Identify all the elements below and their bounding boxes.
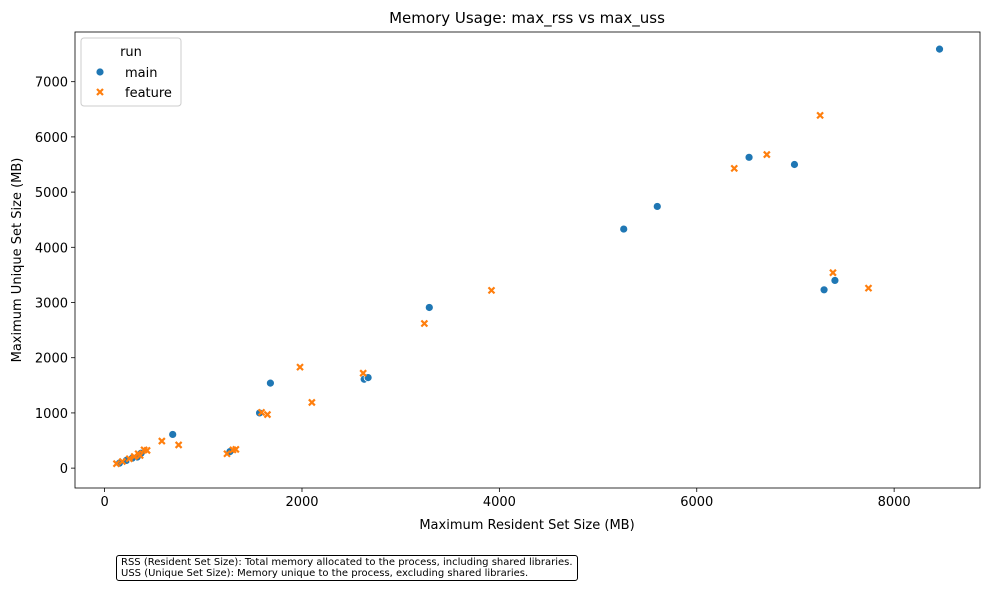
point-feature-21 [118, 457, 127, 466]
point-main-4 [619, 224, 629, 234]
point-main-2 [790, 160, 799, 169]
point-main-3 [652, 202, 662, 211]
x-tick-label-0: 0 [100, 495, 108, 510]
x-tick-label-4: 8000 [878, 495, 911, 510]
point-feature-0 [816, 111, 824, 120]
x-tick-label-2: 4000 [483, 495, 516, 510]
point-feature-1 [763, 150, 771, 159]
point-feature-2 [730, 164, 739, 173]
legend: run main feature [80, 37, 182, 107]
point-main-0 [935, 44, 944, 54]
point-feature-9 [308, 398, 316, 407]
y-tick-label-2: 2000 [35, 352, 68, 367]
y-tick-label-7: 7000 [35, 76, 68, 91]
point-feature-8 [359, 369, 367, 377]
legend-main-label: main [125, 66, 157, 81]
plot-area-frame [74, 31, 981, 489]
point-feature-23 [136, 451, 144, 460]
legend-feature-label: feature [125, 86, 172, 101]
point-main-1 [744, 152, 754, 162]
point-main-5 [819, 285, 829, 295]
point-main-12 [168, 430, 178, 439]
legend-title: run [120, 45, 142, 60]
x-axis-ticks: 0 2000 4000 6000 8000 [100, 488, 911, 510]
x-tick-label-3: 6000 [680, 495, 713, 510]
point-feature-10 [257, 408, 266, 417]
point-feature-3 [829, 268, 837, 277]
point-feature-13 [174, 441, 183, 449]
y-axis-ticks: 0 1000 2000 3000 4000 5000 6000 7000 [35, 76, 75, 477]
point-feature-16 [232, 445, 240, 454]
y-tick-label-3: 3000 [35, 297, 68, 312]
footnote-uss: USS (Unique Set Size): Memory unique to … [121, 568, 529, 579]
y-axis-label: Maximum Unique Set Size (MB) [10, 158, 25, 363]
point-main-7 [424, 303, 434, 312]
point-feature-20 [125, 454, 134, 463]
data-points [112, 44, 944, 468]
point-feature-24 [143, 446, 151, 455]
legend-feature-marker [96, 88, 104, 96]
y-tick-label-6: 6000 [35, 131, 68, 146]
point-feature-7 [296, 363, 304, 371]
footnote-rss: RSS (Resident Set Size): Total memory al… [121, 557, 573, 568]
point-feature-6 [420, 319, 429, 328]
footnote-box: RSS (Resident Set Size): Total memory al… [116, 555, 578, 581]
point-feature-12 [158, 437, 166, 445]
y-tick-label-1: 1000 [35, 407, 68, 422]
point-feature-19 [130, 452, 138, 461]
point-feature-5 [487, 286, 496, 295]
chart-title: Memory Usage: max_rss vs max_uss [389, 9, 665, 28]
y-tick-label-5: 5000 [35, 186, 68, 201]
point-feature-4 [864, 284, 873, 292]
y-tick-label-4: 4000 [35, 241, 68, 256]
y-tick-label-0: 0 [60, 462, 68, 477]
point-feature-14 [223, 449, 231, 458]
point-feature-11 [263, 410, 272, 419]
point-feature-22 [112, 459, 121, 468]
legend-main-marker [95, 67, 105, 77]
x-axis-label: Maximum Resident Set Size (MB) [419, 518, 634, 533]
legend-box [80, 37, 182, 107]
x-tick-label-1: 2000 [285, 495, 318, 510]
point-main-10 [266, 378, 275, 388]
point-main-6 [830, 276, 840, 285]
